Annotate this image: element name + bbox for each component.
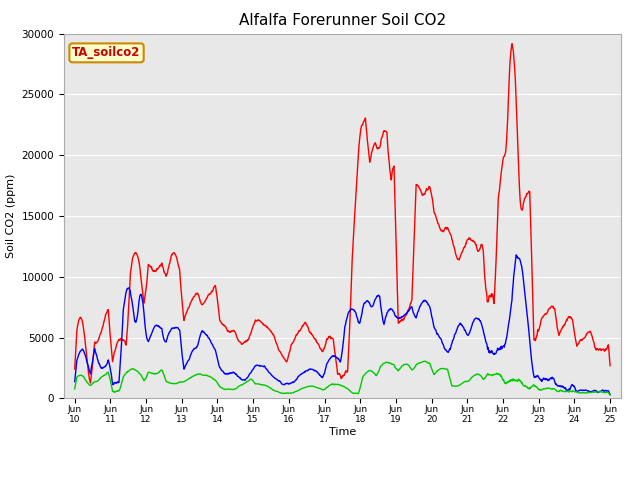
Text: TA_soilco2: TA_soilco2 [72,47,141,60]
Y-axis label: Soil CO2 (ppm): Soil CO2 (ppm) [6,174,16,258]
X-axis label: Time: Time [329,427,356,437]
Title: Alfalfa Forerunner Soil CO2: Alfalfa Forerunner Soil CO2 [239,13,446,28]
